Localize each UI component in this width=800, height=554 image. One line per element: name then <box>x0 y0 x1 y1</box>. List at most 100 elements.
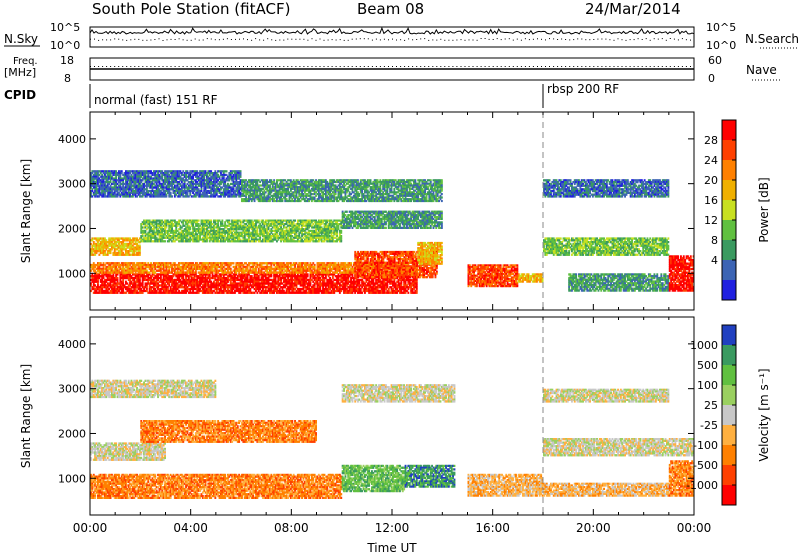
nave-dot <box>424 66 426 67</box>
nave-dot <box>392 66 393 67</box>
nave-dot <box>436 66 438 67</box>
nsearch-label: N.Search <box>745 32 799 46</box>
nsky-trace <box>89 26 695 41</box>
nsky-tick-top: 10^5 <box>50 21 80 34</box>
nave-dot <box>186 66 188 67</box>
nave-dot <box>412 66 414 67</box>
nsearch-dot <box>621 39 623 41</box>
nsearch-dot <box>106 39 108 41</box>
nsearch-dot <box>170 38 172 40</box>
power-y-tick-label: 2000 <box>58 222 86 235</box>
nave-dot <box>174 66 176 67</box>
nsearch-dot <box>500 39 502 41</box>
nsearch-dot <box>287 38 289 40</box>
nave-dot <box>585 66 587 67</box>
cpid-mode-1: normal (fast) 151 RF <box>94 93 218 107</box>
nave-dot <box>532 66 534 67</box>
nave-dot <box>343 66 345 67</box>
nsearch-dot <box>472 39 474 41</box>
nsky-line <box>89 26 695 35</box>
velocity-echo-region <box>543 438 695 457</box>
nave-dot <box>150 66 152 67</box>
nsearch-dot <box>371 39 373 41</box>
power-echo-region <box>543 237 670 256</box>
nsearch-dot <box>436 39 438 41</box>
nave-dot <box>440 66 442 67</box>
nave-dot <box>621 66 623 67</box>
nave-dot <box>98 66 100 67</box>
nsearch-dot <box>114 38 116 40</box>
nave-dot <box>335 66 337 67</box>
nave-dot <box>669 66 671 67</box>
nsearch-dot <box>327 39 329 41</box>
nave-dot <box>323 66 325 67</box>
nave-dot <box>287 66 289 67</box>
nsearch-dot <box>367 38 369 40</box>
velocity-colorbar-swatch <box>722 465 736 486</box>
nsearch-dot <box>392 38 393 40</box>
nave-dot <box>508 66 510 67</box>
nave-dot <box>541 66 542 67</box>
nave-dot <box>520 66 522 67</box>
nave-dot <box>202 66 204 67</box>
nsearch-dot <box>134 38 136 40</box>
velocity-x-tick-label: 08:00 <box>274 521 309 535</box>
nsearch-dot <box>359 38 361 40</box>
nave-dot <box>404 66 406 67</box>
power-colorbar-swatch <box>722 140 736 161</box>
nave-dot <box>597 66 599 67</box>
nsearch-dot <box>222 38 224 40</box>
cpid-label: CPID <box>4 88 36 102</box>
nsearch-dot <box>452 39 454 41</box>
nave-dot <box>126 66 128 67</box>
nsky-right-tick-top: 10^5 <box>706 21 736 34</box>
nsearch-dot <box>629 39 631 41</box>
power-echo-region <box>90 273 418 294</box>
velocity-echo-region <box>668 460 695 497</box>
nsearch-dot <box>226 38 228 40</box>
nave-dot <box>102 66 104 67</box>
nsearch-dot <box>335 39 337 41</box>
velocity-echo-region <box>140 420 317 443</box>
velocity-y-axis-title: Slant Range [km] <box>19 364 33 468</box>
nave-dot <box>557 66 559 67</box>
nsearch-dot <box>230 39 232 40</box>
power-colorbar-tick-label: 16 <box>704 194 718 207</box>
power-colorbar-tick-label: 20 <box>704 174 718 187</box>
nave-dot <box>347 66 349 67</box>
nsearch-dot <box>468 39 470 41</box>
nave-dot <box>553 66 555 67</box>
nave-dot <box>355 66 357 67</box>
nsearch-dot <box>339 39 341 41</box>
nave-dot <box>661 66 663 67</box>
power-colorbar-tick-label: 8 <box>711 234 718 247</box>
nsearch-dot <box>218 39 220 41</box>
nave-dot <box>130 66 132 67</box>
power-echo-region <box>517 273 544 283</box>
nave-dot <box>500 66 502 67</box>
power-y-tick-label: 4000 <box>58 133 86 146</box>
nave-dot <box>267 66 269 67</box>
nsearch-dot <box>182 39 184 41</box>
nsearch-dot <box>383 38 385 40</box>
nsearch-dot <box>557 39 559 40</box>
velocity-x-tick-label: 00:00 <box>73 521 108 535</box>
nave-dot <box>420 66 422 67</box>
velocity-colorbar-swatch <box>722 425 736 446</box>
nsearch-dot <box>601 38 603 40</box>
nsearch-dot <box>299 38 301 40</box>
velocity-x-tick-label: 12:00 <box>375 521 410 535</box>
nsearch-dot <box>456 39 458 41</box>
nsearch-dot <box>162 40 164 41</box>
nsearch-dot <box>605 38 607 40</box>
nave-dot <box>259 66 261 67</box>
date-title: 24/Mar/2014 <box>585 0 681 18</box>
nsearch-dot <box>573 39 575 41</box>
nave-dot <box>464 66 466 67</box>
nave-dot <box>138 66 140 67</box>
velocity-x-tick-label: 00:00 <box>677 521 712 535</box>
power-colorbar-swatch <box>722 220 736 241</box>
nave-dot <box>677 66 679 67</box>
nave-dot <box>118 66 120 67</box>
nsearch-dot <box>214 39 216 41</box>
